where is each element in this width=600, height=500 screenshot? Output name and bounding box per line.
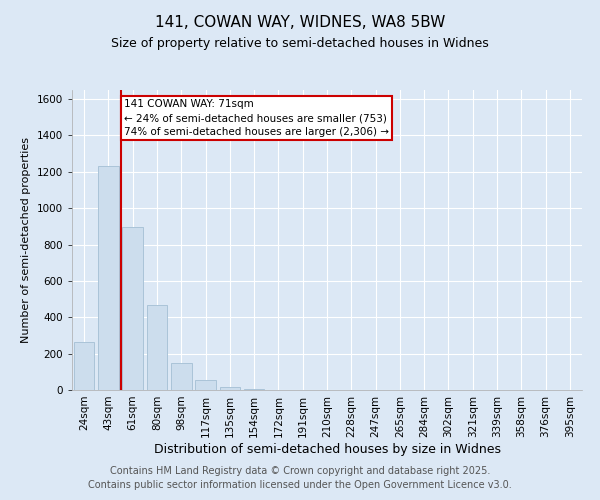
Bar [74,342,94,390]
Text: 141, COWAN WAY, WIDNES, WA8 5BW: 141, COWAN WAY, WIDNES, WA8 5BW [155,15,445,30]
Bar [220,388,240,390]
X-axis label: Distribution of semi-detached houses by size in Widnes: Distribution of semi-detached houses by … [154,442,500,456]
Bar [195,380,216,390]
Bar [146,304,167,390]
Bar [122,228,143,390]
Text: Size of property relative to semi-detached houses in Widnes: Size of property relative to semi-detach… [111,38,489,51]
Text: Contains HM Land Registry data © Crown copyright and database right 2025.
Contai: Contains HM Land Registry data © Crown c… [88,466,512,490]
Bar [171,362,191,390]
Text: 141 COWAN WAY: 71sqm
← 24% of semi-detached houses are smaller (753)
74% of semi: 141 COWAN WAY: 71sqm ← 24% of semi-detac… [124,99,389,137]
Bar [98,166,119,390]
Y-axis label: Number of semi-detached properties: Number of semi-detached properties [21,137,31,343]
Bar [244,389,265,390]
